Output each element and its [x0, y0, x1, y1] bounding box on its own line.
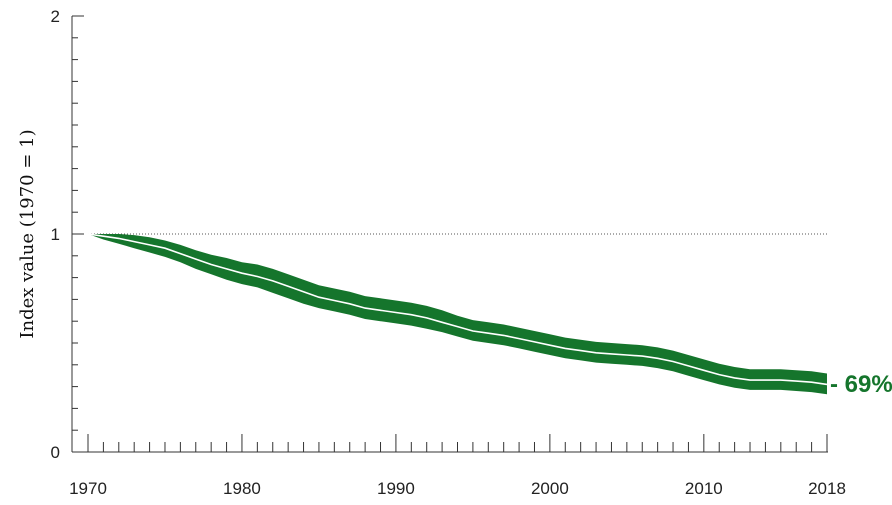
x-tick-label: 1970 — [69, 479, 107, 498]
band-layer — [87, 233, 828, 395]
y-tick-label: 2 — [51, 7, 60, 26]
change-annotation: - 69% — [830, 371, 892, 398]
axes-layer — [71, 15, 828, 453]
y-tick-label: 1 — [51, 225, 60, 244]
labels-layer: 0 1 2 1970 1980 1990 2000 2010 2018 — [51, 7, 846, 498]
y-axis-label: Index value (1970 = 1) — [17, 129, 38, 338]
x-tick-label: 2018 — [808, 479, 846, 498]
index-line — [87, 233, 828, 386]
x-tick-label: 2000 — [531, 479, 569, 498]
confidence-band — [88, 234, 827, 395]
x-tick-label: 1990 — [377, 479, 415, 498]
x-tick-label: 1980 — [223, 479, 261, 498]
x-tick-label: 2010 — [685, 479, 723, 498]
y-tick-label: 0 — [51, 443, 60, 462]
